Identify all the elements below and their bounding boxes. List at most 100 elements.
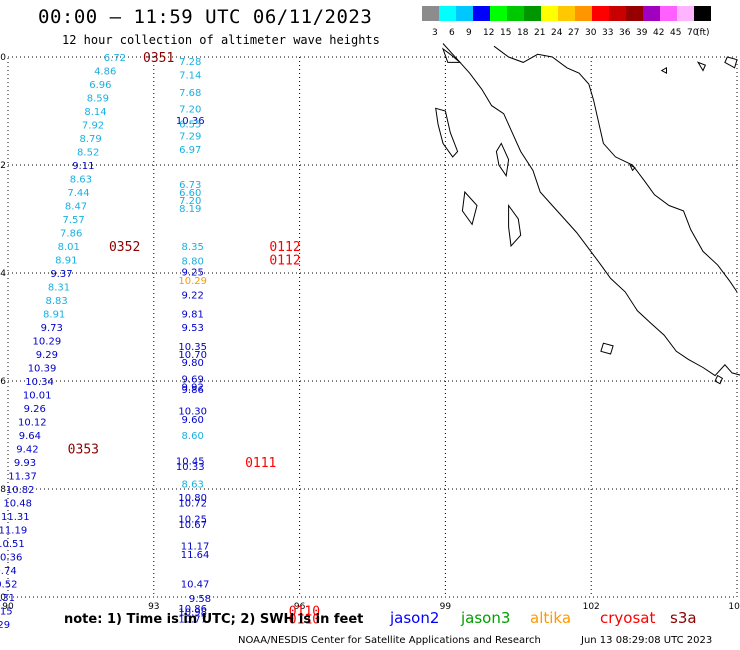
wave-height-value: 8.83	[45, 296, 67, 307]
color-swatch	[609, 6, 626, 21]
wave-height-value: 9.11	[72, 161, 94, 172]
wave-height-value: 10.34	[25, 377, 54, 388]
color-scale-label: 24	[551, 28, 563, 38]
wave-height-value: 8.91	[55, 256, 77, 267]
color-scale-label: 6	[449, 28, 455, 38]
wave-height-value: 10.25	[178, 515, 207, 526]
wave-height-value: 8.80	[182, 257, 204, 268]
wave-height-value: 9.58	[189, 594, 211, 605]
y-tick-label: -8	[0, 485, 6, 495]
color-swatch	[558, 6, 575, 21]
pass-time-label: 0112	[269, 240, 300, 255]
wave-height-value: 8.59	[87, 94, 109, 105]
wave-height-value: 10.82	[6, 485, 35, 496]
wave-height-value: 8.35	[182, 242, 204, 253]
satellite-legend-jason3: jason3	[461, 609, 511, 627]
credit-text: NOAA/NESDIS Center for Satellite Applica…	[238, 635, 541, 646]
wave-height-value: 11.31	[1, 512, 30, 523]
wave-height-value: 9.74	[0, 566, 17, 577]
legend-note: note: 1) Time is in UTC; 2) SWH is in fe…	[64, 612, 364, 627]
wave-height-value: 10.36	[176, 116, 205, 127]
wave-height-value: 8.91	[43, 310, 65, 321]
wave-height-value: 9.86	[182, 385, 204, 396]
wave-height-value: 10.39	[28, 364, 57, 375]
y-tick-label: -2	[0, 161, 6, 171]
wave-height-value: 10.35	[178, 342, 207, 353]
wave-height-value: 11.64	[181, 550, 210, 561]
color-swatch	[677, 6, 694, 21]
wave-height-value: 9.80	[182, 358, 204, 369]
color-swatch	[694, 6, 711, 21]
color-scale-label: (ft)	[696, 28, 710, 38]
color-swatch	[626, 6, 643, 21]
wave-height-value: 8.60	[182, 431, 204, 442]
wave-height-value: 10.48	[3, 499, 32, 510]
nias-island	[435, 107, 459, 158]
color-scale-label: 18	[517, 28, 529, 38]
small-island	[724, 56, 738, 69]
wave-height-value: 10.12	[18, 418, 47, 429]
wave-height-value: 10.51	[0, 539, 25, 550]
y-tick-label: 0	[0, 53, 6, 63]
wave-height-value: 7.28	[179, 57, 201, 68]
wave-height-value: 10.77	[178, 615, 207, 626]
page-subtitle: 12 hour collection of altimeter wave hei…	[62, 33, 380, 47]
wave-height-value: 10.98	[178, 608, 207, 619]
color-scale-label: 12	[483, 28, 495, 38]
pass-time-label: 0353	[68, 443, 99, 458]
wave-height-value: 7.92	[82, 121, 104, 132]
wave-height-value: 9.93	[14, 458, 36, 469]
wave-height-value: 11.31	[0, 593, 15, 604]
wave-height-value: 6.96	[89, 80, 111, 91]
wave-height-value: 6.55	[179, 119, 201, 130]
wave-height-value: 9.42	[16, 445, 38, 456]
satellite-legend-s3a: s3a	[670, 609, 697, 627]
wave-height-value: 9.37	[50, 269, 72, 280]
pass-time-label: 0352	[109, 240, 140, 255]
wave-height-value: 10.45	[176, 456, 205, 467]
wave-height-value: 9.92	[182, 382, 204, 393]
color-swatch	[660, 6, 677, 21]
sipura-island	[461, 190, 478, 226]
color-swatch	[490, 6, 507, 21]
y-tick-label: -4	[0, 269, 6, 279]
map-frame	[7, 56, 738, 598]
color-swatch	[541, 6, 558, 21]
wave-height-value: 8.79	[79, 134, 101, 145]
wave-height-value: 10.36	[0, 553, 22, 564]
simeulue-island	[441, 47, 462, 63]
wave-height-value: 8.31	[48, 283, 70, 294]
wave-height-value: 7.20	[179, 104, 201, 115]
east-coastline	[493, 45, 738, 293]
wave-height-value: 10.70	[178, 350, 207, 361]
wave-height-value: 11.19	[0, 526, 27, 537]
wave-height-value: 8.63	[70, 175, 92, 186]
x-tick-label: 105	[728, 602, 740, 612]
color-scale-label: 33	[602, 28, 614, 38]
wave-height-value: 6.72	[104, 53, 126, 64]
wave-height-value: 7.14	[179, 70, 201, 81]
wave-height-value: 11.17	[181, 542, 210, 553]
wave-height-value: 8.47	[65, 202, 87, 213]
wave-height-value: 6.73	[179, 180, 201, 191]
wave-height-value: 7.20	[179, 196, 201, 207]
color-scale-label: 42	[653, 28, 665, 38]
color-scale-label: 70	[687, 28, 699, 38]
wave-height-value: 9.60	[182, 415, 204, 426]
wave-height-value: 10.01	[23, 391, 52, 402]
y-tick-label: -10	[0, 593, 6, 603]
color-scale-label: 21	[534, 28, 546, 38]
small-island	[696, 61, 707, 72]
pass-time-label: 0111	[245, 456, 276, 471]
wave-height-value: 10.80	[178, 493, 207, 504]
color-swatch	[524, 6, 541, 21]
wave-height-value: 4.86	[94, 67, 116, 78]
sumatra-coastline	[442, 43, 740, 377]
wave-height-value: 10.29	[33, 337, 62, 348]
wave-height-value: 10.72	[178, 499, 207, 510]
small-island	[629, 163, 636, 172]
small-island	[660, 66, 667, 75]
wave-height-value: 9.22	[182, 291, 204, 302]
satellite-legend-altika: altika	[530, 609, 572, 627]
